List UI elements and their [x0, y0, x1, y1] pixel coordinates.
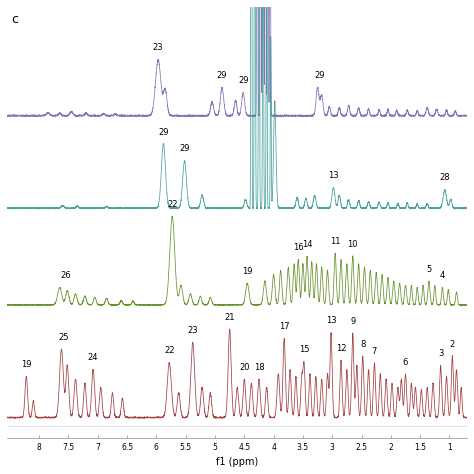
Text: 3: 3: [438, 349, 443, 358]
Text: 29: 29: [158, 128, 169, 137]
Text: 20: 20: [239, 363, 250, 372]
Text: 14: 14: [302, 240, 312, 249]
Text: 29: 29: [217, 71, 228, 80]
Text: 8: 8: [360, 340, 365, 349]
Text: 12: 12: [336, 344, 346, 353]
Text: 23: 23: [187, 326, 198, 335]
Text: 19: 19: [242, 267, 253, 276]
Text: 4: 4: [440, 271, 445, 280]
Text: 2: 2: [450, 340, 455, 348]
Text: 19: 19: [21, 360, 32, 369]
Text: 18: 18: [254, 363, 264, 372]
Text: 9: 9: [350, 317, 356, 326]
Text: 16: 16: [293, 243, 303, 252]
Text: 17: 17: [279, 322, 290, 331]
Text: 15: 15: [299, 346, 310, 355]
Text: 11: 11: [330, 237, 340, 246]
Text: 25: 25: [59, 333, 69, 342]
Text: 29: 29: [179, 145, 190, 154]
Text: 5: 5: [426, 264, 432, 273]
Text: 22: 22: [164, 346, 174, 356]
Text: 29: 29: [314, 71, 325, 80]
Text: 28: 28: [439, 173, 450, 182]
Text: 13: 13: [326, 316, 337, 325]
Text: 7: 7: [372, 346, 377, 356]
Text: 23: 23: [153, 43, 164, 52]
Text: 10: 10: [347, 240, 358, 249]
Text: 22: 22: [167, 200, 177, 209]
Text: 21: 21: [224, 313, 235, 322]
Text: c: c: [11, 13, 18, 27]
X-axis label: f1 (ppm): f1 (ppm): [216, 457, 258, 467]
Text: 29: 29: [238, 76, 248, 85]
Text: 13: 13: [328, 172, 339, 181]
Text: 24: 24: [88, 354, 99, 363]
Text: 6: 6: [403, 357, 408, 366]
Text: 26: 26: [60, 271, 71, 280]
